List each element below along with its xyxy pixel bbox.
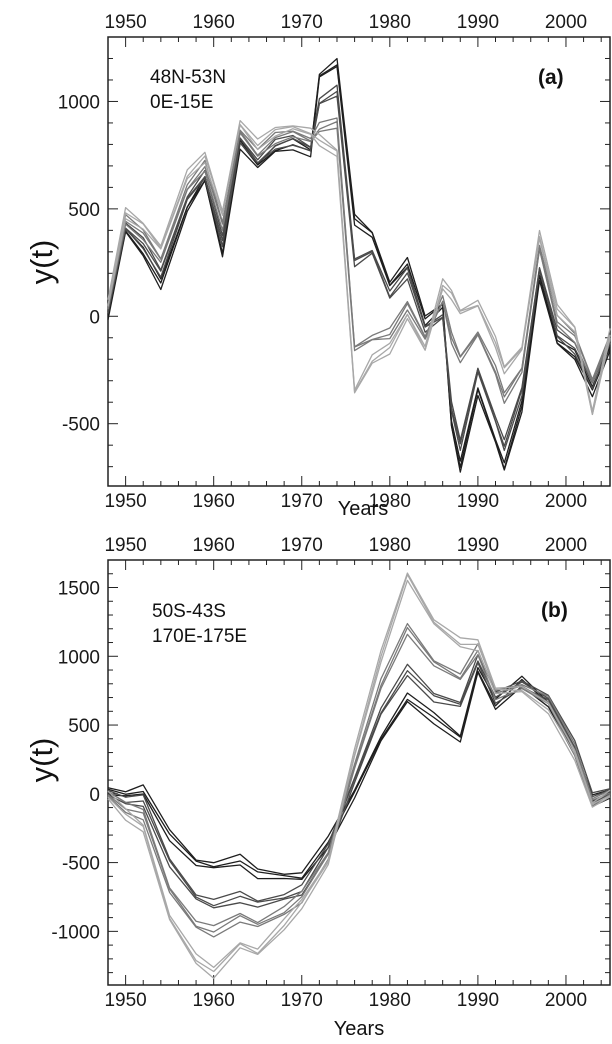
y-tick-label: 0 bbox=[89, 307, 100, 328]
series-line-3 bbox=[107, 626, 611, 933]
x-axis-title-b: Years bbox=[334, 1018, 384, 1040]
x-tick-label: 2000 bbox=[545, 491, 587, 512]
region-lat-a: 48N-53N bbox=[150, 67, 226, 88]
x-tick-label-top: 1950 bbox=[104, 535, 146, 556]
y-tick-label: -500 bbox=[62, 854, 100, 875]
x-tick-label: 1990 bbox=[457, 990, 499, 1011]
x-tick-labels-top-b: 1950 1960 1970 1980 1990 2000 bbox=[104, 535, 587, 556]
x-tick-label: 1990 bbox=[457, 491, 499, 512]
x-tick-label-top: 1980 bbox=[369, 535, 411, 556]
series-line-4 bbox=[107, 573, 611, 973]
series-line-4 bbox=[107, 124, 611, 416]
x-tick-label-top: 2000 bbox=[545, 12, 587, 33]
x-tick-label: 1950 bbox=[104, 491, 146, 512]
y-axis-title-a: y(t) bbox=[24, 240, 59, 285]
y-tick-label: 500 bbox=[68, 716, 100, 737]
series-line-3 bbox=[107, 633, 611, 938]
series-line-2 bbox=[107, 95, 611, 452]
x-tick-label-top: 2000 bbox=[545, 535, 587, 556]
x-tick-labels-top-a: 1950 1960 1970 1980 1990 2000 bbox=[104, 12, 587, 33]
x-tick-label: 2000 bbox=[545, 990, 587, 1011]
panel-label-b: (b) bbox=[541, 599, 568, 622]
region-lat-b: 50S-43S bbox=[152, 601, 226, 622]
x-tick-label-top: 1950 bbox=[104, 12, 146, 33]
series-line-3 bbox=[107, 117, 611, 394]
region-lon-a: 0E-15E bbox=[150, 92, 213, 113]
y-tick-label: 1000 bbox=[58, 92, 100, 113]
series-line-2 bbox=[107, 654, 611, 902]
region-lon-b: 170E-175E bbox=[152, 626, 247, 647]
series-line-4 bbox=[107, 123, 611, 415]
x-tick-label: 1960 bbox=[193, 990, 235, 1011]
series-line-4 bbox=[107, 119, 611, 412]
x-tick-label: 1980 bbox=[369, 491, 411, 512]
x-tick-label-top: 1980 bbox=[369, 12, 411, 33]
x-tick-label-top: 1970 bbox=[281, 535, 323, 556]
chart-panel-a: 1950 1960 1970 1980 1990 2000 1950 1960 1970 198… bbox=[24, 12, 611, 520]
y-tick-label: 1000 bbox=[58, 647, 100, 668]
y-tick-label: 500 bbox=[68, 200, 100, 221]
y-tick-label: -1000 bbox=[51, 922, 100, 943]
y-tick-labels-b: -1000 -500 0 500 1000 1500 bbox=[51, 579, 100, 944]
x-tick-label-top: 1960 bbox=[193, 535, 235, 556]
x-tick-labels-bottom-a: 1950 1960 1970 1980 1990 2000 bbox=[104, 491, 587, 512]
y-tick-label: 1500 bbox=[58, 579, 100, 600]
tick-marks-a bbox=[107, 36, 610, 486]
series-group-b bbox=[107, 572, 611, 979]
series-group-a bbox=[107, 57, 611, 473]
series-line-4 bbox=[107, 572, 611, 969]
y-tick-label: -500 bbox=[62, 415, 100, 436]
chart-panel-b: 1950 1960 1970 1980 1990 2000 1950 1960 1970 198… bbox=[24, 535, 611, 1040]
y-axis-title-b: y(t) bbox=[24, 738, 59, 783]
panel-label-a: (a) bbox=[538, 66, 564, 89]
tick-marks-b bbox=[107, 559, 610, 985]
y-tick-label: 0 bbox=[89, 785, 100, 806]
x-tick-label: 1960 bbox=[193, 491, 235, 512]
series-line-3 bbox=[107, 622, 611, 927]
x-axis-title-a: Years bbox=[338, 498, 388, 520]
x-tick-label: 1980 bbox=[369, 990, 411, 1011]
y-tick-labels-a: -500 0 500 1000 bbox=[58, 92, 100, 435]
x-tick-label-top: 1990 bbox=[457, 12, 499, 33]
series-line-2 bbox=[107, 84, 611, 441]
plot-frame-a bbox=[107, 36, 611, 487]
plot-frame-b bbox=[107, 559, 611, 986]
x-tick-label: 1950 bbox=[104, 990, 146, 1011]
x-tick-labels-bottom-b: 1950 1960 1970 1980 1990 2000 bbox=[104, 990, 587, 1011]
x-tick-label-top: 1960 bbox=[193, 12, 235, 33]
x-tick-label: 1970 bbox=[281, 990, 323, 1011]
x-tick-label: 1970 bbox=[281, 491, 323, 512]
x-tick-label-top: 1990 bbox=[457, 535, 499, 556]
x-tick-label-top: 1970 bbox=[281, 12, 323, 33]
